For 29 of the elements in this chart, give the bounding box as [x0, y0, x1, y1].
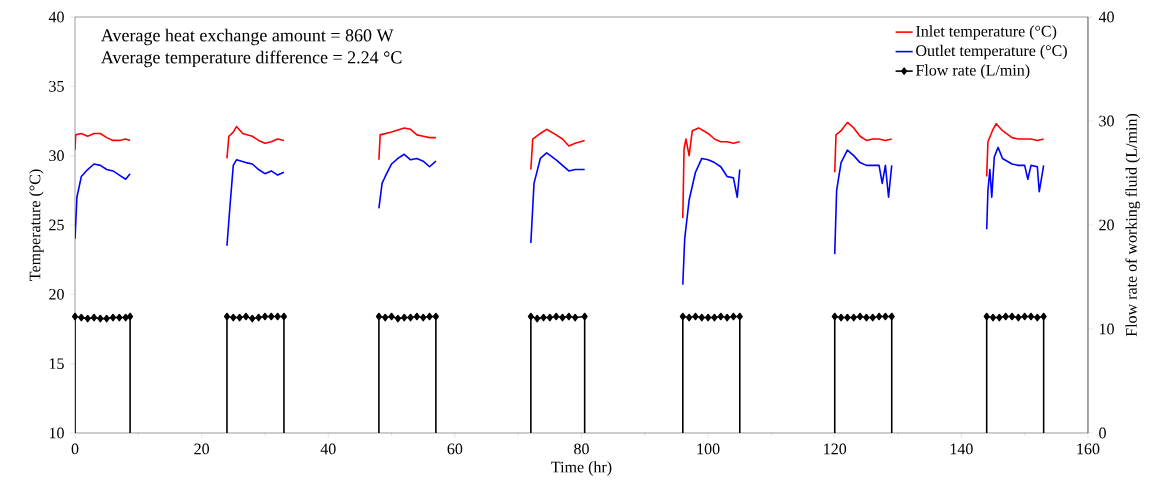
y2-tick-label: 0 [1099, 427, 1106, 439]
y-tick-label: 25 [49, 219, 64, 231]
y-tick-label: 30 [49, 150, 64, 162]
y-axis-title: Temperature (°C) [29, 169, 44, 281]
y2-tick-label: 30 [1099, 115, 1114, 127]
annotation: Average heat exchange amount = 860 W [100, 28, 394, 46]
y2-axis-title: Flow rate of working fluid (L/min) [1125, 113, 1141, 337]
x-tick-label: 40 [320, 443, 336, 455]
legend-label: Flow rate (L/min) [915, 64, 1030, 79]
x-tick-label: 120 [824, 443, 847, 455]
y-tick-label: 15 [49, 358, 64, 370]
x-tick-label: 20 [194, 443, 210, 455]
x-tick-label: 100 [697, 443, 720, 455]
legend-label: Inlet temperature (°C) [916, 25, 1057, 40]
y-tick-label: 35 [49, 80, 64, 92]
y2-tick-label: 10 [1099, 323, 1114, 335]
x-tick-label: 0 [71, 443, 79, 455]
x-tick-label: 80 [574, 443, 589, 455]
x-tick-label: 140 [950, 443, 973, 455]
y-tick-label: 10 [49, 427, 64, 439]
y-tick-label: 40 [48, 11, 64, 23]
x-tick-label: 160 [1077, 443, 1100, 455]
legend-label: Outlet temperature (°C) [916, 44, 1067, 60]
x-axis-title: Time (hr) [551, 461, 612, 476]
annotation: Average temperature difference = 2.24 °C [100, 50, 402, 68]
x-tick-label: 60 [447, 443, 463, 455]
y2-tick-label: 40 [1098, 11, 1114, 23]
y2-tick-label: 20 [1099, 219, 1114, 231]
y-tick-label: 20 [49, 288, 64, 300]
